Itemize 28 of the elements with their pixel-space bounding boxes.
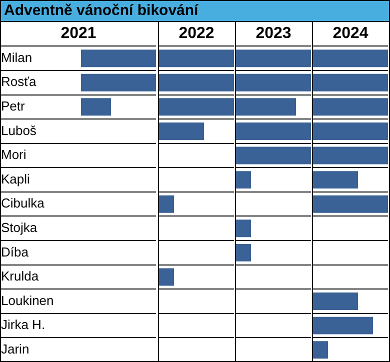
chart-title: 2024 (332, 25, 368, 42)
bar (313, 195, 388, 213)
chart-title: 2023 (256, 25, 292, 42)
bar (313, 171, 358, 189)
bar (313, 74, 388, 92)
bar (313, 316, 373, 334)
bar (313, 122, 388, 140)
y-tick-label: Luboš (1, 122, 37, 138)
y-tick-label: Krulda (1, 268, 40, 284)
chart-title: 2022 (178, 25, 214, 42)
text: Adventně vánoční bikování (1, 1, 389, 22)
y-tick-label: Mori (1, 147, 26, 162)
y-tick-label: Milan (1, 50, 32, 65)
bar (313, 292, 358, 310)
bar (313, 341, 328, 359)
chart-title: 2021 (60, 25, 96, 42)
y-tick-label: Loukinen (1, 292, 54, 308)
bar (313, 98, 388, 116)
y-tick-label: Jirka H. (1, 317, 46, 332)
y-tick-label: Díba (1, 244, 30, 260)
y-tick-label: Jarin (1, 341, 30, 356)
y-tick-label: Stojka (1, 220, 38, 235)
y-tick-label: Rosťa (1, 74, 37, 90)
y-tick-label: Cibulka (1, 196, 46, 211)
bar (313, 50, 388, 68)
y-tick-label: Petr (1, 98, 26, 114)
bar (313, 146, 388, 164)
y-tick-label: Kapli (1, 171, 30, 186)
